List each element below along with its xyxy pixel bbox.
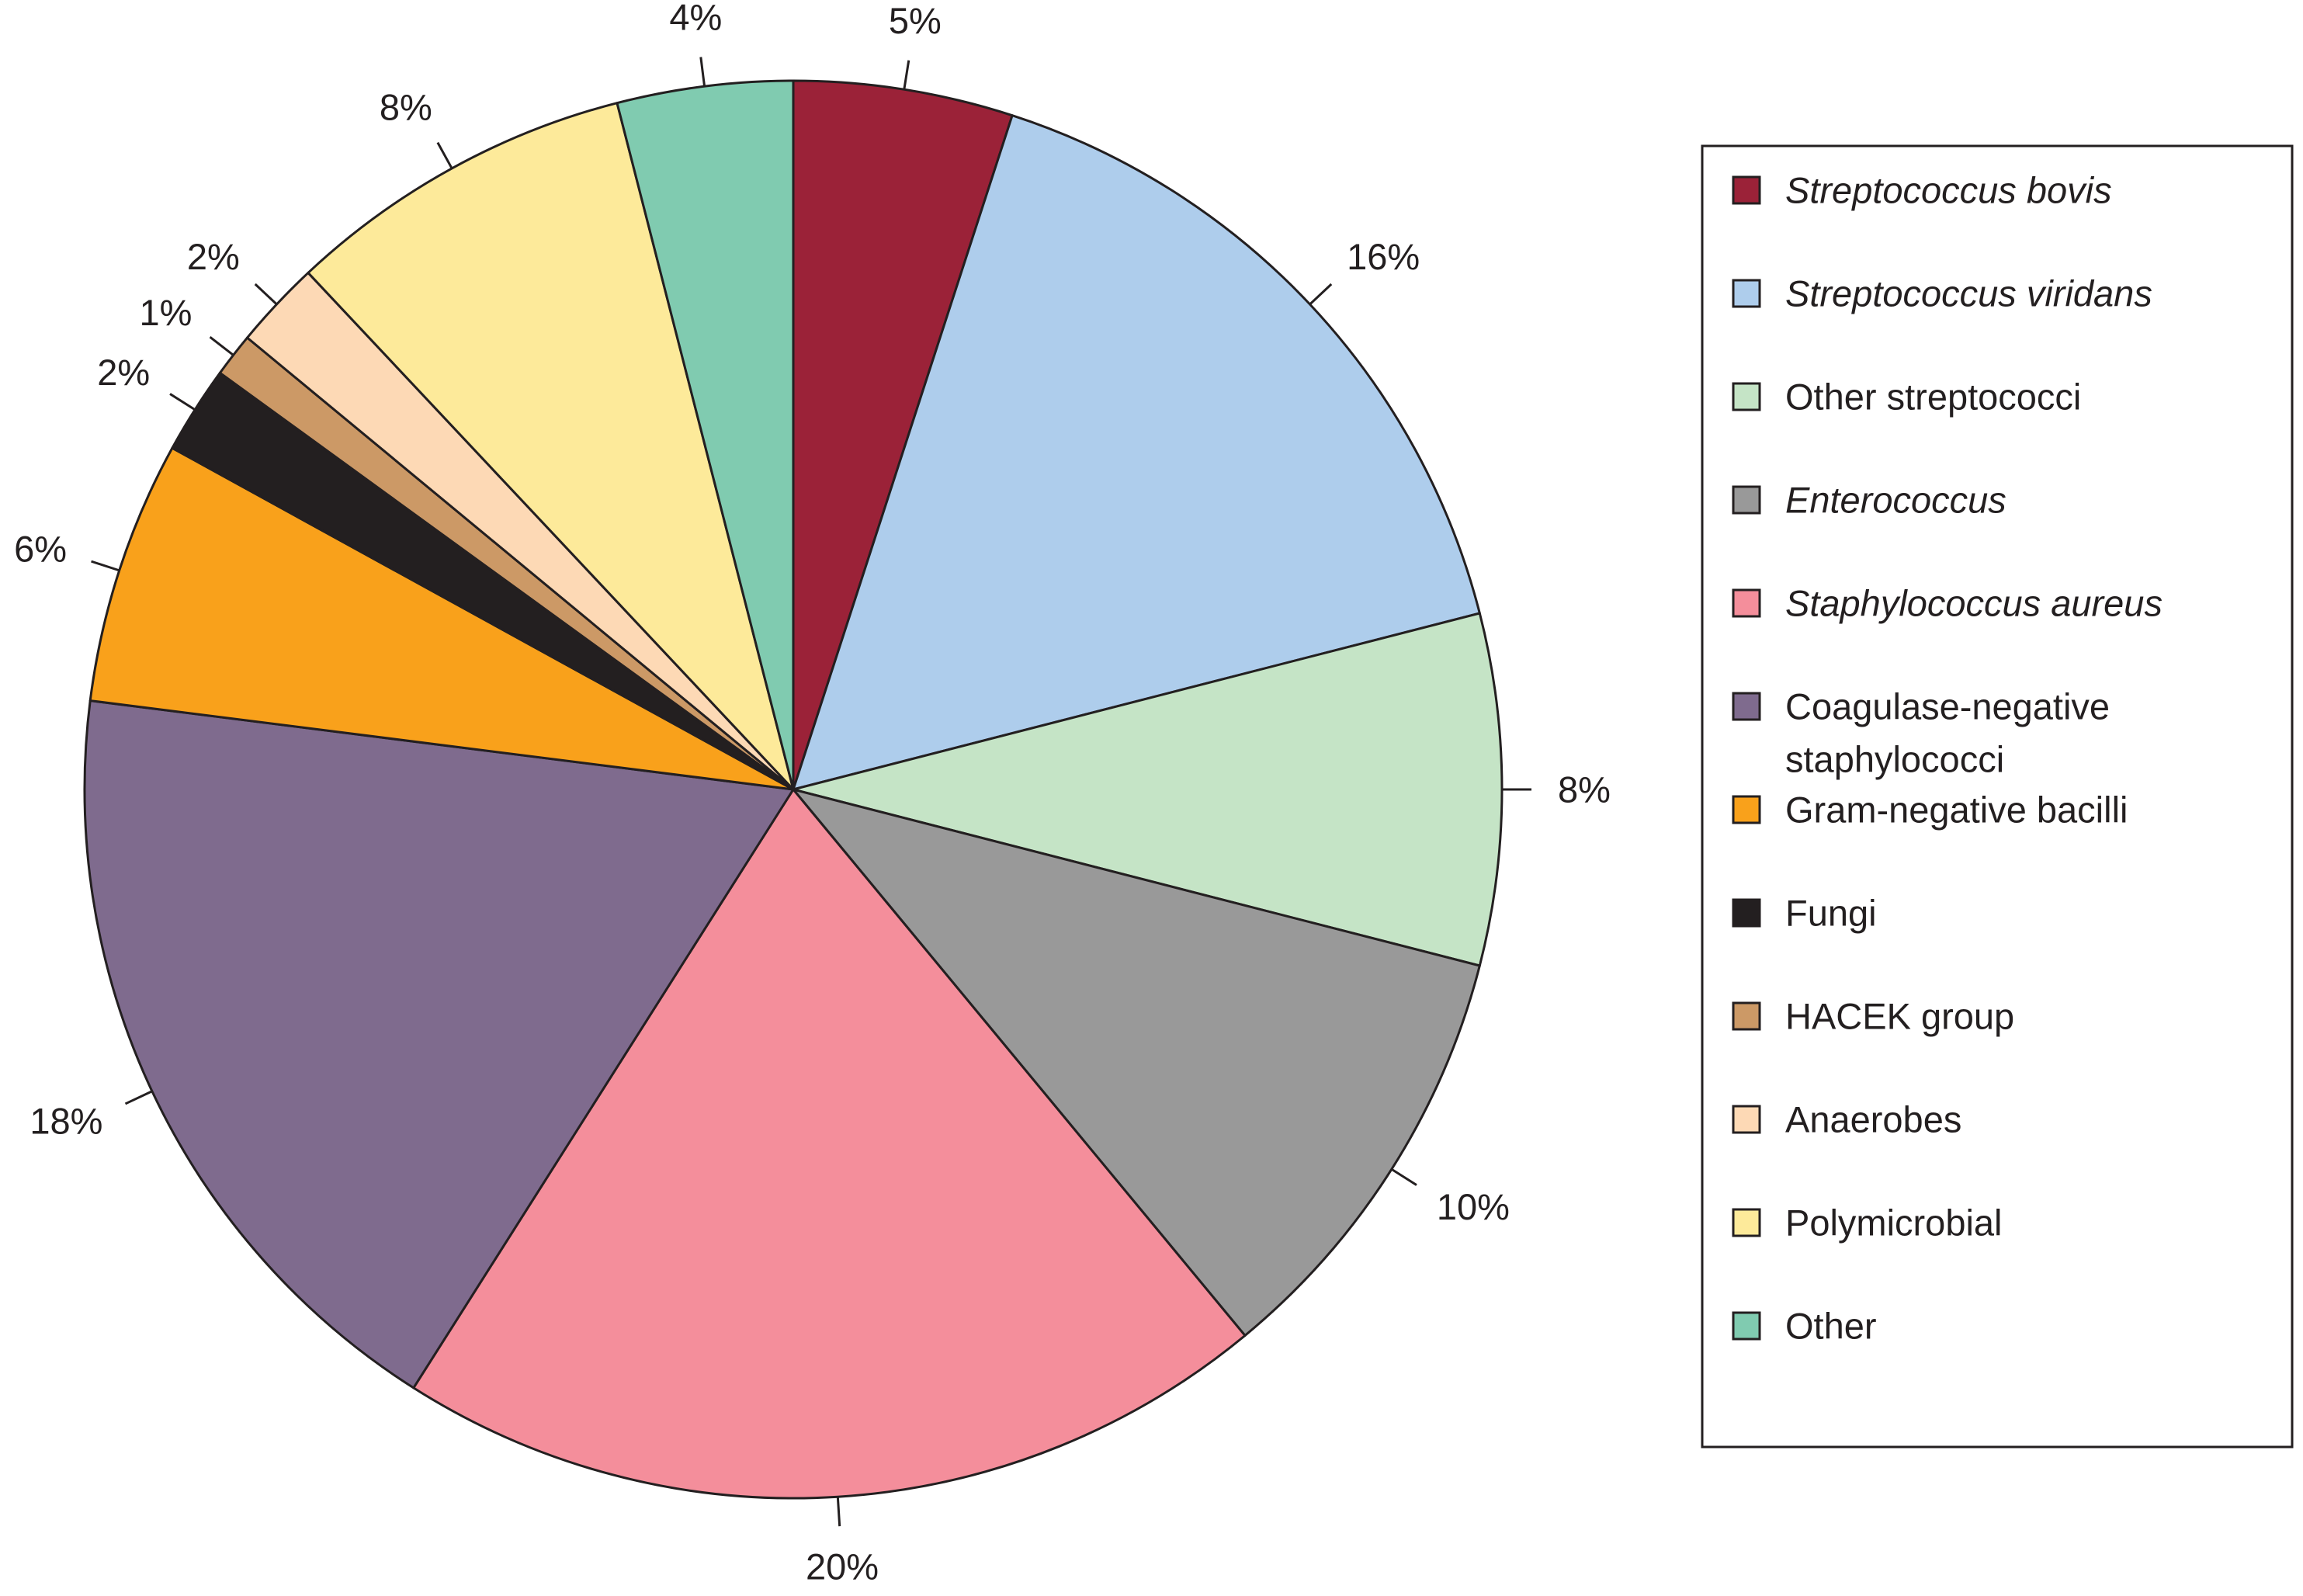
legend-label: Streptococcus viridans <box>1785 273 2152 314</box>
leader-line-coagulase-negative-staphylococci <box>124 1090 153 1105</box>
legend-swatch <box>1732 279 1761 308</box>
pie-slice-streptococcus-bovis <box>792 79 1014 791</box>
leader-line-streptococcus-bovis <box>903 60 910 90</box>
value-label-polymicrobial: 8% <box>380 87 432 128</box>
leader-line-staphylococcus-aureus <box>836 1497 841 1527</box>
legend-item-staphylococcus-aureus: Staphylococcus aureus <box>1732 583 2163 624</box>
legend-label: Other <box>1785 1306 1877 1347</box>
legend-item-other: Other <box>1732 1306 1877 1347</box>
legend-swatch <box>1732 1311 1761 1341</box>
value-label-streptococcus-viridans: 16% <box>1347 236 1420 277</box>
legend-swatch <box>1732 1105 1761 1134</box>
legend-swatch <box>1732 898 1761 928</box>
legend-item-streptococcus-bovis: Streptococcus bovis <box>1732 170 2112 211</box>
legend-label: Fungi <box>1785 893 1877 934</box>
legend-label: Other streptococci <box>1785 376 2081 418</box>
legend-item-polymicrobial: Polymicrobial <box>1732 1202 2002 1244</box>
legend-item-coagulase-negative-staphylococci: Coagulase-negative staphylococci <box>1732 686 2110 780</box>
value-label-streptococcus-bovis: 5% <box>889 0 942 41</box>
pie-slice-polymicrobial <box>307 102 795 791</box>
leader-line-streptococcus-viridans <box>1309 283 1333 306</box>
value-label-staphylococcus-aureus: 20% <box>806 1546 879 1587</box>
value-label-fungi: 2% <box>97 352 150 393</box>
pie-slices <box>83 79 1504 1500</box>
leader-line-polymicrobial <box>436 141 453 169</box>
legend-label: Staphylococcus aureus <box>1785 583 2163 624</box>
legend-item-hacek-group: HACEK group <box>1732 996 2014 1037</box>
leader-line-hacek-group <box>209 335 234 356</box>
value-label-enterococcus: 10% <box>1437 1186 1510 1227</box>
legend-item-fungi: Fungi <box>1732 893 1877 934</box>
legend-item-anaerobes: Anaerobes <box>1732 1099 1961 1140</box>
leader-line-fungi <box>169 393 196 411</box>
leader-line-anaerobes <box>254 283 278 306</box>
leader-line-enterococcus <box>1391 1168 1417 1186</box>
pie-slice-coagulase-negative-staphylococci <box>83 699 795 1390</box>
legend-swatch <box>1732 1208 1761 1237</box>
legend-swatch <box>1732 588 1761 618</box>
legend-label: Enterococcus <box>1785 480 2006 521</box>
legend-label: Streptococcus bovis <box>1785 170 2112 211</box>
legend-swatch <box>1732 692 1761 721</box>
legend-label: Coagulase-negative <box>1785 686 2110 727</box>
legend-item-streptococcus-viridans: Streptococcus viridans <box>1732 273 2152 314</box>
legend-swatch <box>1732 485 1761 515</box>
legend-swatch <box>1732 382 1761 411</box>
value-label-coagulase-negative-staphylococci: 18% <box>29 1101 102 1142</box>
legend-box <box>1701 144 2294 1449</box>
legend-item-enterococcus: Enterococcus <box>1732 480 2006 521</box>
leader-line-gram-negative-bacilli <box>91 560 120 572</box>
legend-swatch <box>1732 175 1761 205</box>
pie-slice-staphylococcus-aureus <box>412 788 1247 1500</box>
value-label-anaerobes: 2% <box>187 236 240 277</box>
legend-label: staphylococci <box>1785 739 2004 780</box>
leader-line-other <box>699 57 706 87</box>
legend-item-other-streptococci: Other streptococci <box>1732 376 2081 418</box>
legend-label: Anaerobes <box>1785 1099 1961 1140</box>
legend-label: Polymicrobial <box>1785 1202 2002 1244</box>
value-label-hacek-group: 1% <box>140 292 192 333</box>
legend-swatch <box>1732 795 1761 824</box>
legend-item-gram-negative-bacilli: Gram-negative bacilli <box>1732 789 2128 831</box>
value-label-gram-negative-bacilli: 6% <box>14 529 67 570</box>
leader-lines <box>91 57 1531 1527</box>
slice-value-labels: 5% 16% 8% 10% 20% 18% 6% 2% 1% 2% 8% 4% <box>14 0 1611 1587</box>
pie-slice-other-streptococci <box>792 612 1504 967</box>
value-label-other: 4% <box>669 0 722 37</box>
pie-slice-enterococcus <box>792 788 1481 1337</box>
legend-label: Gram-negative bacilli <box>1785 789 2128 831</box>
pie-slice-streptococcus-viridans <box>792 114 1481 791</box>
legend-swatch <box>1732 1001 1761 1031</box>
legend: Streptococcus bovis Streptococcus viridan… <box>1701 144 2294 1449</box>
legend-label: HACEK group <box>1785 996 2014 1037</box>
value-label-other-streptococci: 8% <box>1558 769 1611 810</box>
